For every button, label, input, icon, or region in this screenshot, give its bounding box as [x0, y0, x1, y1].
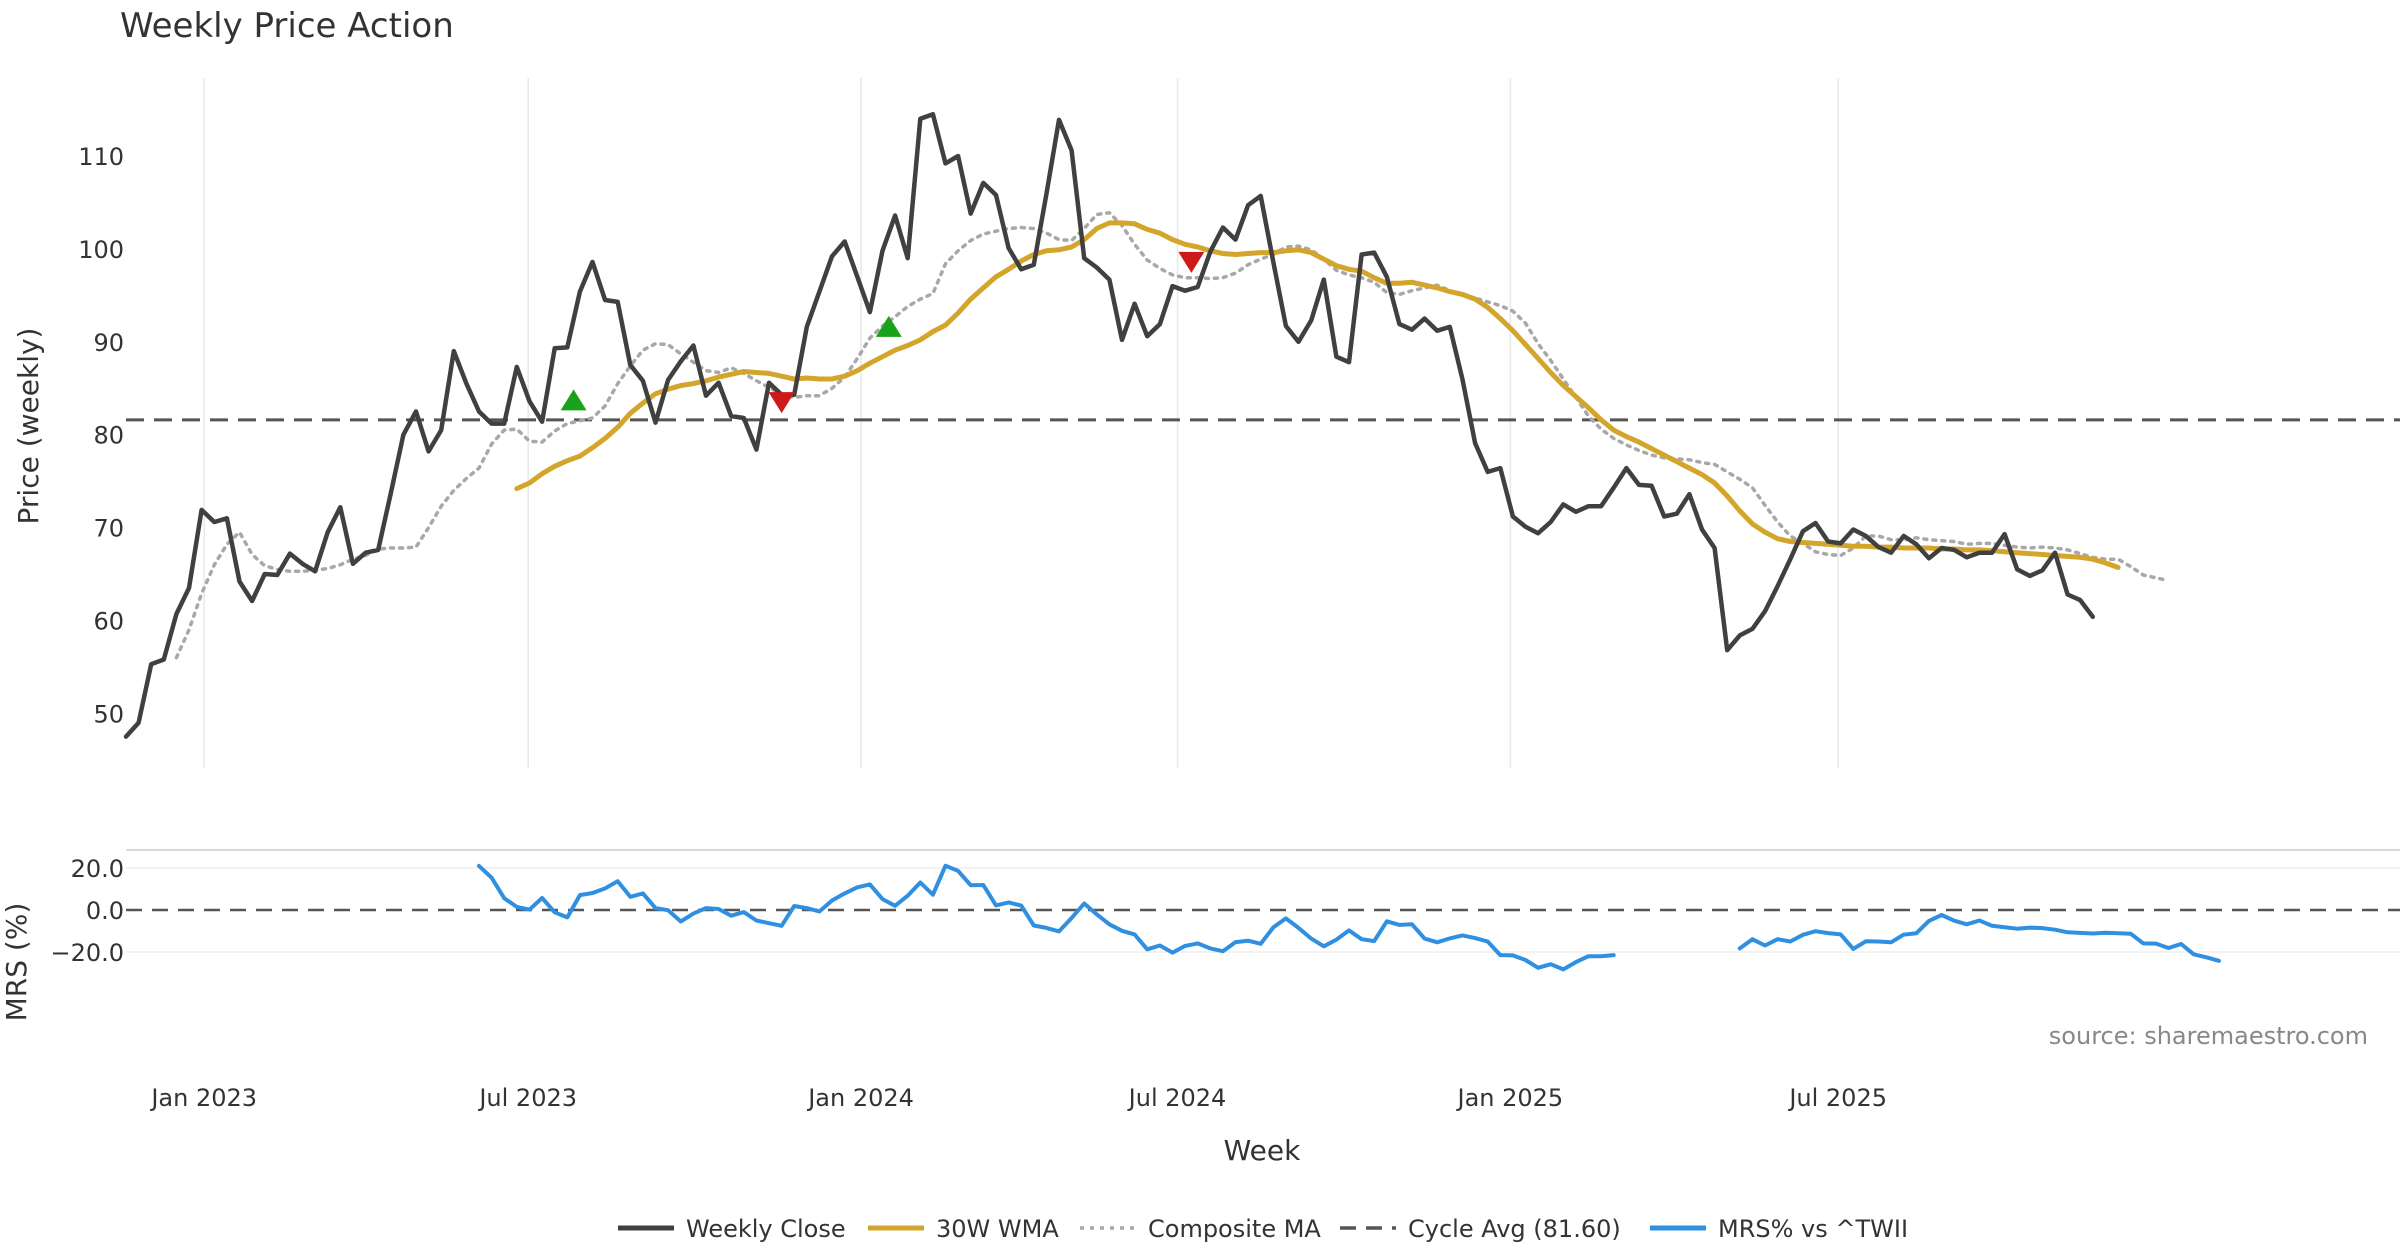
mrs-line	[477, 863, 1616, 972]
x-axis: Jan 2023 Jul 2023 Jan 2024 Jul 2024 Jan 2025…	[149, 1084, 1887, 1112]
source-note: source: sharemaestro.com	[2049, 1022, 2368, 1050]
y-axis-label: Price (weekly)	[12, 328, 45, 525]
mrs-panel: 20.0 0.0 −20.0 MRS (%)	[0, 849, 2400, 1022]
price-panel: 50 60 70 80 90 100 110 Price (weekly)	[12, 78, 2400, 768]
mrs-y-tick-label: 20.0	[71, 855, 124, 883]
wma-30w-line	[514, 220, 2121, 570]
y-tick-label: 80	[93, 422, 124, 450]
buy-signal-marker	[560, 389, 587, 411]
legend-label-cycle: Cycle Avg (81.60)	[1408, 1215, 1621, 1243]
y-tick-label: 50	[93, 700, 124, 728]
x-tick-label: Jul 2025	[1787, 1084, 1887, 1112]
y-tick-label: 100	[78, 236, 124, 264]
x-tick-label: Jul 2023	[477, 1084, 577, 1112]
mrs-y-tick-label: 0.0	[86, 897, 124, 925]
y-tick-label: 110	[78, 143, 124, 171]
x-axis-label: Week	[1224, 1134, 1301, 1167]
x-tick-label: Jul 2024	[1127, 1084, 1227, 1112]
sell-signal-marker	[768, 392, 795, 414]
legend: Weekly Close 30W WMA Composite MA Cycle Avg…	[618, 1215, 1908, 1243]
legend-label-composite: Composite MA	[1148, 1215, 1321, 1243]
y-tick-label: 70	[93, 515, 124, 543]
mrs-y-axis-label: MRS (%)	[0, 903, 33, 1022]
legend-label-wma: 30W WMA	[936, 1215, 1059, 1243]
y-tick-label: 90	[93, 329, 124, 357]
x-tick-label: Jan 2024	[806, 1084, 914, 1112]
legend-label-close: Weekly Close	[686, 1215, 846, 1243]
x-tick-label: Jan 2025	[1456, 1084, 1564, 1112]
weekly-close-line	[123, 111, 2096, 739]
sell-signal-marker	[1178, 251, 1205, 273]
y-tick-label: 60	[93, 608, 124, 636]
mrs-y-tick-label: −20.0	[50, 939, 124, 967]
buy-signal-marker	[875, 315, 902, 337]
x-tick-label: Jan 2023	[149, 1084, 257, 1112]
composite-ma-line	[174, 210, 2171, 660]
chart-title: Weekly Price Action	[120, 6, 454, 46]
mrs-line	[1737, 913, 2221, 963]
legend-label-mrs: MRS% vs ^TWII	[1718, 1215, 1908, 1243]
